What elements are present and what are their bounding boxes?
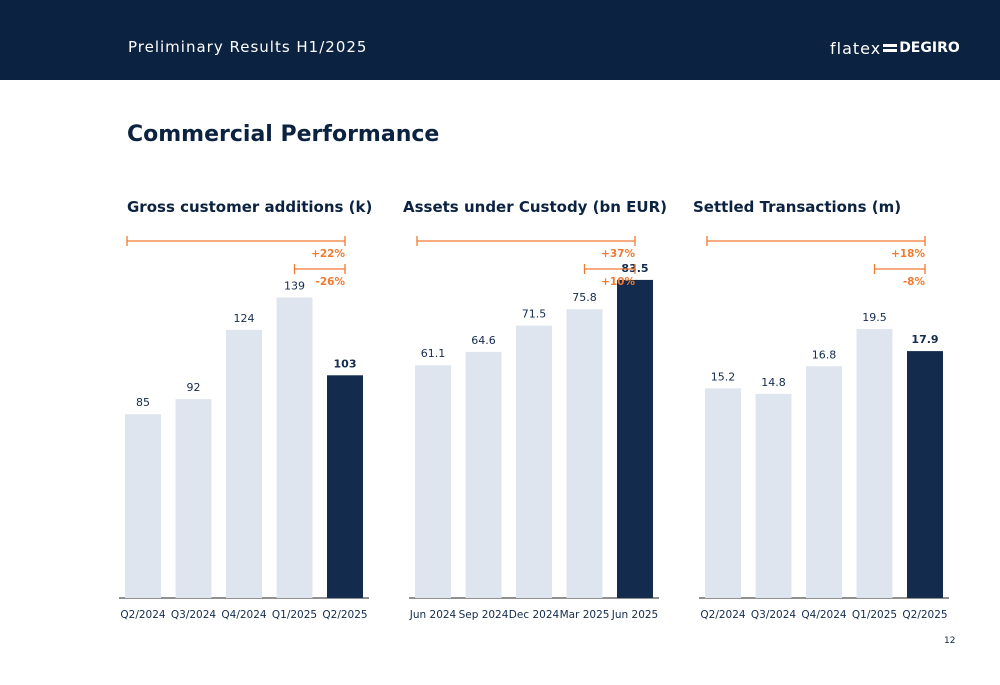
- settled-transactions-category-label-4: Q2/2025: [902, 609, 947, 621]
- customer-additions-growth-label-1: -26%: [316, 276, 346, 288]
- assets-under-custody-bar-2: [516, 325, 552, 598]
- logo-flatex-text: flatex: [830, 38, 882, 58]
- assets-under-custody-category-label-2: Dec 2024: [509, 609, 560, 621]
- settled-transactions-category-label-0: Q2/2024: [700, 609, 746, 621]
- settled-transactions-value-label-1: 14.8: [761, 376, 786, 389]
- settled-transactions-bar-4: [907, 351, 943, 598]
- assets-under-custody-bar-1: [465, 351, 502, 598]
- flatex-degiro-logo: flatex DEGIRO: [830, 38, 960, 58]
- customer-additions-category-label-1: Q3/2024: [171, 609, 217, 621]
- settled-transactions-value-label-3: 19.5: [862, 311, 887, 324]
- settled-transactions-value-label-0: 15.2: [711, 370, 736, 383]
- chart-title-settled-transactions: Settled Transactions (m): [693, 198, 902, 216]
- customer-additions-value-label-2: 124: [234, 312, 255, 325]
- settled-transactions-category-label-2: Q4/2024: [801, 609, 847, 621]
- settled-transactions-category-label-1: Q3/2024: [751, 609, 797, 621]
- assets-under-custody-value-label-1: 64.6: [471, 334, 496, 347]
- assets-under-custody-growth-label-1: +10%: [601, 276, 635, 288]
- chart-title-assets-under-custody: Assets under Custody (bn EUR): [403, 198, 668, 216]
- assets-under-custody-value-label-0: 61.1: [421, 347, 446, 360]
- assets-under-custody-growth-label-0: +37%: [601, 248, 635, 260]
- customer-additions-value-label-1: 92: [187, 381, 201, 394]
- settled-transactions-bar-0: [705, 388, 741, 598]
- customer-additions-bar-2: [226, 329, 262, 598]
- customer-additions-growth-label-0: +22%: [311, 248, 345, 260]
- settled-transactions-category-label-3: Q1/2025: [852, 609, 897, 621]
- logo-degiro-text: DEGIRO: [899, 40, 960, 56]
- header-title: Preliminary Results H1/2025: [128, 38, 368, 56]
- customer-additions-bar-4: [327, 375, 363, 598]
- customer-additions-category-label-2: Q4/2024: [221, 609, 267, 621]
- settled-transactions-growth-label-0: +18%: [891, 248, 925, 260]
- assets-under-custody-value-label-3: 75.8: [572, 291, 597, 304]
- assets-under-custody-category-label-3: Mar 2025: [560, 609, 610, 621]
- page-number: 12: [944, 636, 956, 646]
- customer-additions-category-label-4: Q2/2025: [322, 609, 367, 621]
- assets-under-custody-bar-3: [566, 309, 603, 598]
- settled-transactions-value-label-2: 16.8: [812, 348, 837, 361]
- header-bar: Preliminary Results H1/2025 flatex DEGIR…: [0, 0, 1000, 80]
- settled-transactions-value-label-4: 17.9: [911, 333, 938, 346]
- settled-transactions-bar-1: [755, 393, 792, 598]
- assets-under-custody-bar-4: [617, 279, 653, 598]
- customer-additions-bar-1: [175, 399, 212, 598]
- customer-additions-category-label-0: Q2/2024: [120, 609, 166, 621]
- settled-transactions-bar-2: [806, 366, 842, 598]
- customer-additions-value-label-4: 103: [334, 357, 357, 370]
- chart-title-customer-additions: Gross customer additions (k): [127, 198, 373, 216]
- page-title: Commercial Performance: [127, 122, 440, 147]
- customer-additions-bar-3: [276, 297, 313, 598]
- customer-additions-value-label-0: 85: [136, 396, 150, 409]
- settled-transactions-growth-label-1: -8%: [903, 276, 926, 288]
- customer-additions-bar-0: [125, 414, 161, 598]
- logo-equals-icon: [883, 43, 898, 53]
- assets-under-custody-bar-0: [415, 365, 451, 598]
- assets-under-custody-category-label-4: Jun 2025: [611, 609, 658, 621]
- assets-under-custody-category-label-0: Jun 2024: [409, 609, 457, 621]
- assets-under-custody-value-label-2: 71.5: [522, 308, 547, 321]
- customer-additions-value-label-3: 139: [284, 279, 305, 292]
- settled-transactions-bar-3: [856, 329, 893, 598]
- customer-additions-category-label-3: Q1/2025: [272, 609, 317, 621]
- assets-under-custody-category-label-1: Sep 2024: [459, 609, 509, 621]
